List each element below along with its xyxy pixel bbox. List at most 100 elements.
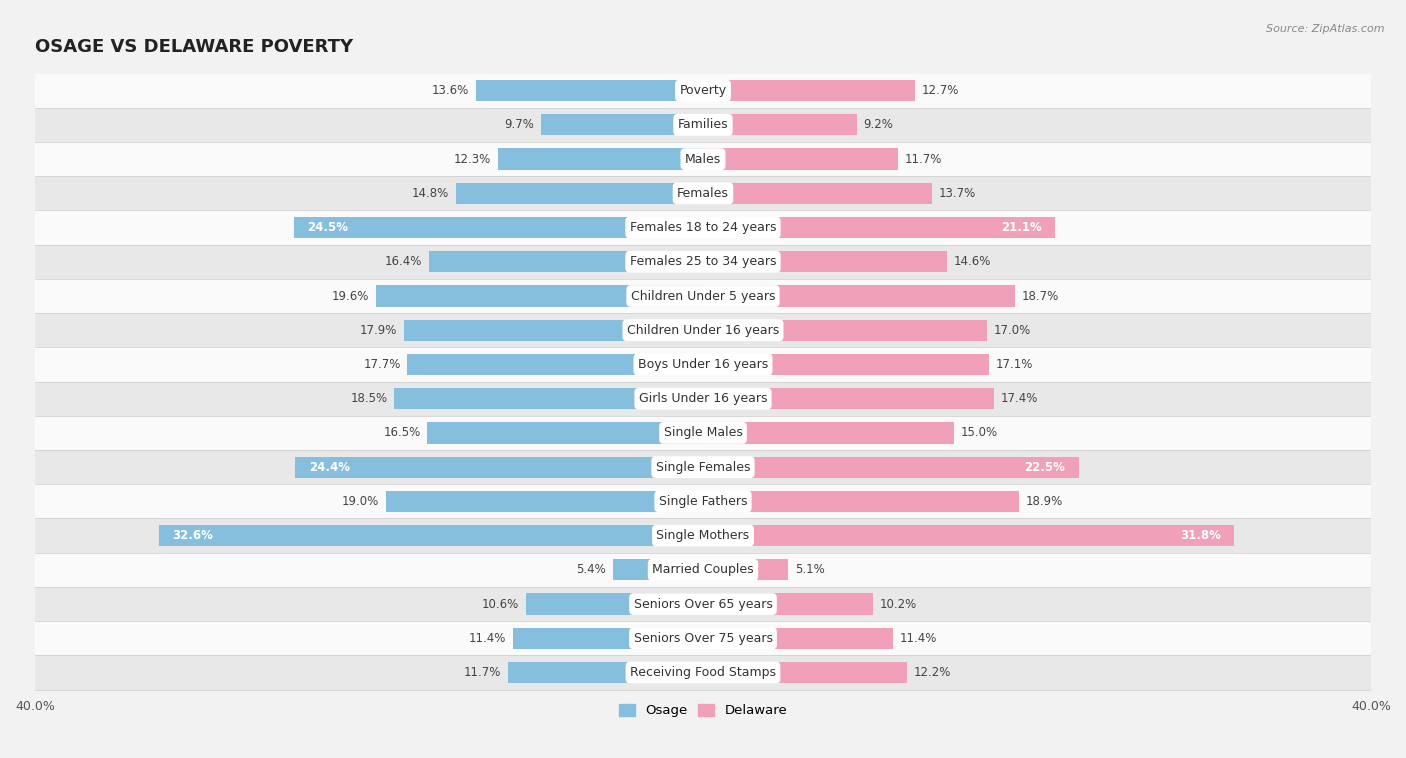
Bar bbox=[35, 313, 1371, 347]
Text: 13.6%: 13.6% bbox=[432, 84, 470, 97]
Bar bbox=[35, 142, 1371, 176]
Bar bbox=[703, 662, 907, 683]
Text: 9.2%: 9.2% bbox=[863, 118, 893, 131]
Bar bbox=[35, 279, 1371, 313]
Text: 24.5%: 24.5% bbox=[307, 221, 349, 234]
Bar bbox=[35, 416, 1371, 450]
Text: 16.5%: 16.5% bbox=[384, 427, 420, 440]
Text: Children Under 5 years: Children Under 5 years bbox=[631, 290, 775, 302]
Text: Females 18 to 24 years: Females 18 to 24 years bbox=[630, 221, 776, 234]
Text: Single Males: Single Males bbox=[664, 427, 742, 440]
Bar bbox=[35, 245, 1371, 279]
Bar bbox=[35, 656, 1371, 690]
Bar bbox=[159, 525, 703, 547]
Text: 14.6%: 14.6% bbox=[953, 255, 991, 268]
Bar bbox=[295, 456, 703, 478]
Bar bbox=[35, 484, 1371, 518]
Bar bbox=[613, 559, 703, 581]
Text: 19.6%: 19.6% bbox=[332, 290, 368, 302]
Bar bbox=[703, 217, 1056, 238]
Text: Males: Males bbox=[685, 152, 721, 165]
Text: 14.8%: 14.8% bbox=[412, 186, 449, 200]
Bar bbox=[35, 176, 1371, 211]
Text: 10.2%: 10.2% bbox=[880, 597, 917, 610]
Bar bbox=[456, 183, 703, 204]
Bar bbox=[35, 621, 1371, 656]
Bar bbox=[541, 114, 703, 136]
Bar bbox=[703, 183, 932, 204]
Bar bbox=[475, 80, 703, 102]
Text: 17.1%: 17.1% bbox=[995, 358, 1032, 371]
Text: 18.7%: 18.7% bbox=[1022, 290, 1059, 302]
Text: 17.0%: 17.0% bbox=[994, 324, 1031, 337]
Text: 21.1%: 21.1% bbox=[1001, 221, 1042, 234]
Text: 12.2%: 12.2% bbox=[914, 666, 950, 679]
Text: Single Mothers: Single Mothers bbox=[657, 529, 749, 542]
Text: 17.4%: 17.4% bbox=[1000, 392, 1038, 406]
Text: 24.4%: 24.4% bbox=[309, 461, 350, 474]
Bar bbox=[404, 320, 703, 341]
Text: Females 25 to 34 years: Females 25 to 34 years bbox=[630, 255, 776, 268]
Bar bbox=[703, 490, 1019, 512]
Bar bbox=[703, 422, 953, 443]
Text: 5.1%: 5.1% bbox=[794, 563, 824, 576]
Text: 22.5%: 22.5% bbox=[1025, 461, 1066, 474]
Text: Receiving Food Stamps: Receiving Food Stamps bbox=[630, 666, 776, 679]
Text: 17.7%: 17.7% bbox=[363, 358, 401, 371]
Text: Families: Families bbox=[678, 118, 728, 131]
Text: 11.4%: 11.4% bbox=[900, 631, 938, 645]
Bar bbox=[35, 450, 1371, 484]
Bar bbox=[35, 518, 1371, 553]
Bar bbox=[35, 587, 1371, 621]
Bar bbox=[508, 662, 703, 683]
Text: Seniors Over 65 years: Seniors Over 65 years bbox=[634, 597, 772, 610]
Text: 15.0%: 15.0% bbox=[960, 427, 997, 440]
Text: Source: ZipAtlas.com: Source: ZipAtlas.com bbox=[1267, 24, 1385, 34]
Text: Married Couples: Married Couples bbox=[652, 563, 754, 576]
Text: 18.5%: 18.5% bbox=[350, 392, 387, 406]
Bar bbox=[703, 456, 1078, 478]
Bar bbox=[429, 251, 703, 272]
Text: 12.3%: 12.3% bbox=[454, 152, 491, 165]
Text: 11.7%: 11.7% bbox=[464, 666, 501, 679]
Bar bbox=[703, 149, 898, 170]
Bar bbox=[427, 422, 703, 443]
Bar bbox=[375, 286, 703, 307]
Text: Children Under 16 years: Children Under 16 years bbox=[627, 324, 779, 337]
Bar bbox=[294, 217, 703, 238]
Bar bbox=[35, 347, 1371, 381]
Bar bbox=[35, 108, 1371, 142]
Bar bbox=[35, 553, 1371, 587]
Text: 17.9%: 17.9% bbox=[360, 324, 398, 337]
Bar bbox=[703, 594, 873, 615]
Bar bbox=[703, 628, 893, 649]
Bar bbox=[703, 114, 856, 136]
Bar bbox=[408, 354, 703, 375]
Bar bbox=[703, 388, 994, 409]
Text: 32.6%: 32.6% bbox=[172, 529, 212, 542]
Text: Girls Under 16 years: Girls Under 16 years bbox=[638, 392, 768, 406]
Bar bbox=[703, 320, 987, 341]
Bar bbox=[526, 594, 703, 615]
Text: 5.4%: 5.4% bbox=[576, 563, 606, 576]
Text: 9.7%: 9.7% bbox=[505, 118, 534, 131]
Bar bbox=[703, 80, 915, 102]
Text: 31.8%: 31.8% bbox=[1180, 529, 1220, 542]
Bar bbox=[394, 388, 703, 409]
Bar bbox=[385, 490, 703, 512]
Bar bbox=[35, 74, 1371, 108]
Bar bbox=[35, 211, 1371, 245]
Text: Single Females: Single Females bbox=[655, 461, 751, 474]
Bar bbox=[513, 628, 703, 649]
Bar bbox=[703, 559, 789, 581]
Text: Single Fathers: Single Fathers bbox=[659, 495, 747, 508]
Bar bbox=[703, 525, 1234, 547]
Text: Seniors Over 75 years: Seniors Over 75 years bbox=[634, 631, 772, 645]
Text: Boys Under 16 years: Boys Under 16 years bbox=[638, 358, 768, 371]
Text: 12.7%: 12.7% bbox=[922, 84, 959, 97]
Bar bbox=[35, 381, 1371, 416]
Bar bbox=[703, 286, 1015, 307]
Text: 13.7%: 13.7% bbox=[938, 186, 976, 200]
Bar bbox=[703, 354, 988, 375]
Text: 19.0%: 19.0% bbox=[342, 495, 380, 508]
